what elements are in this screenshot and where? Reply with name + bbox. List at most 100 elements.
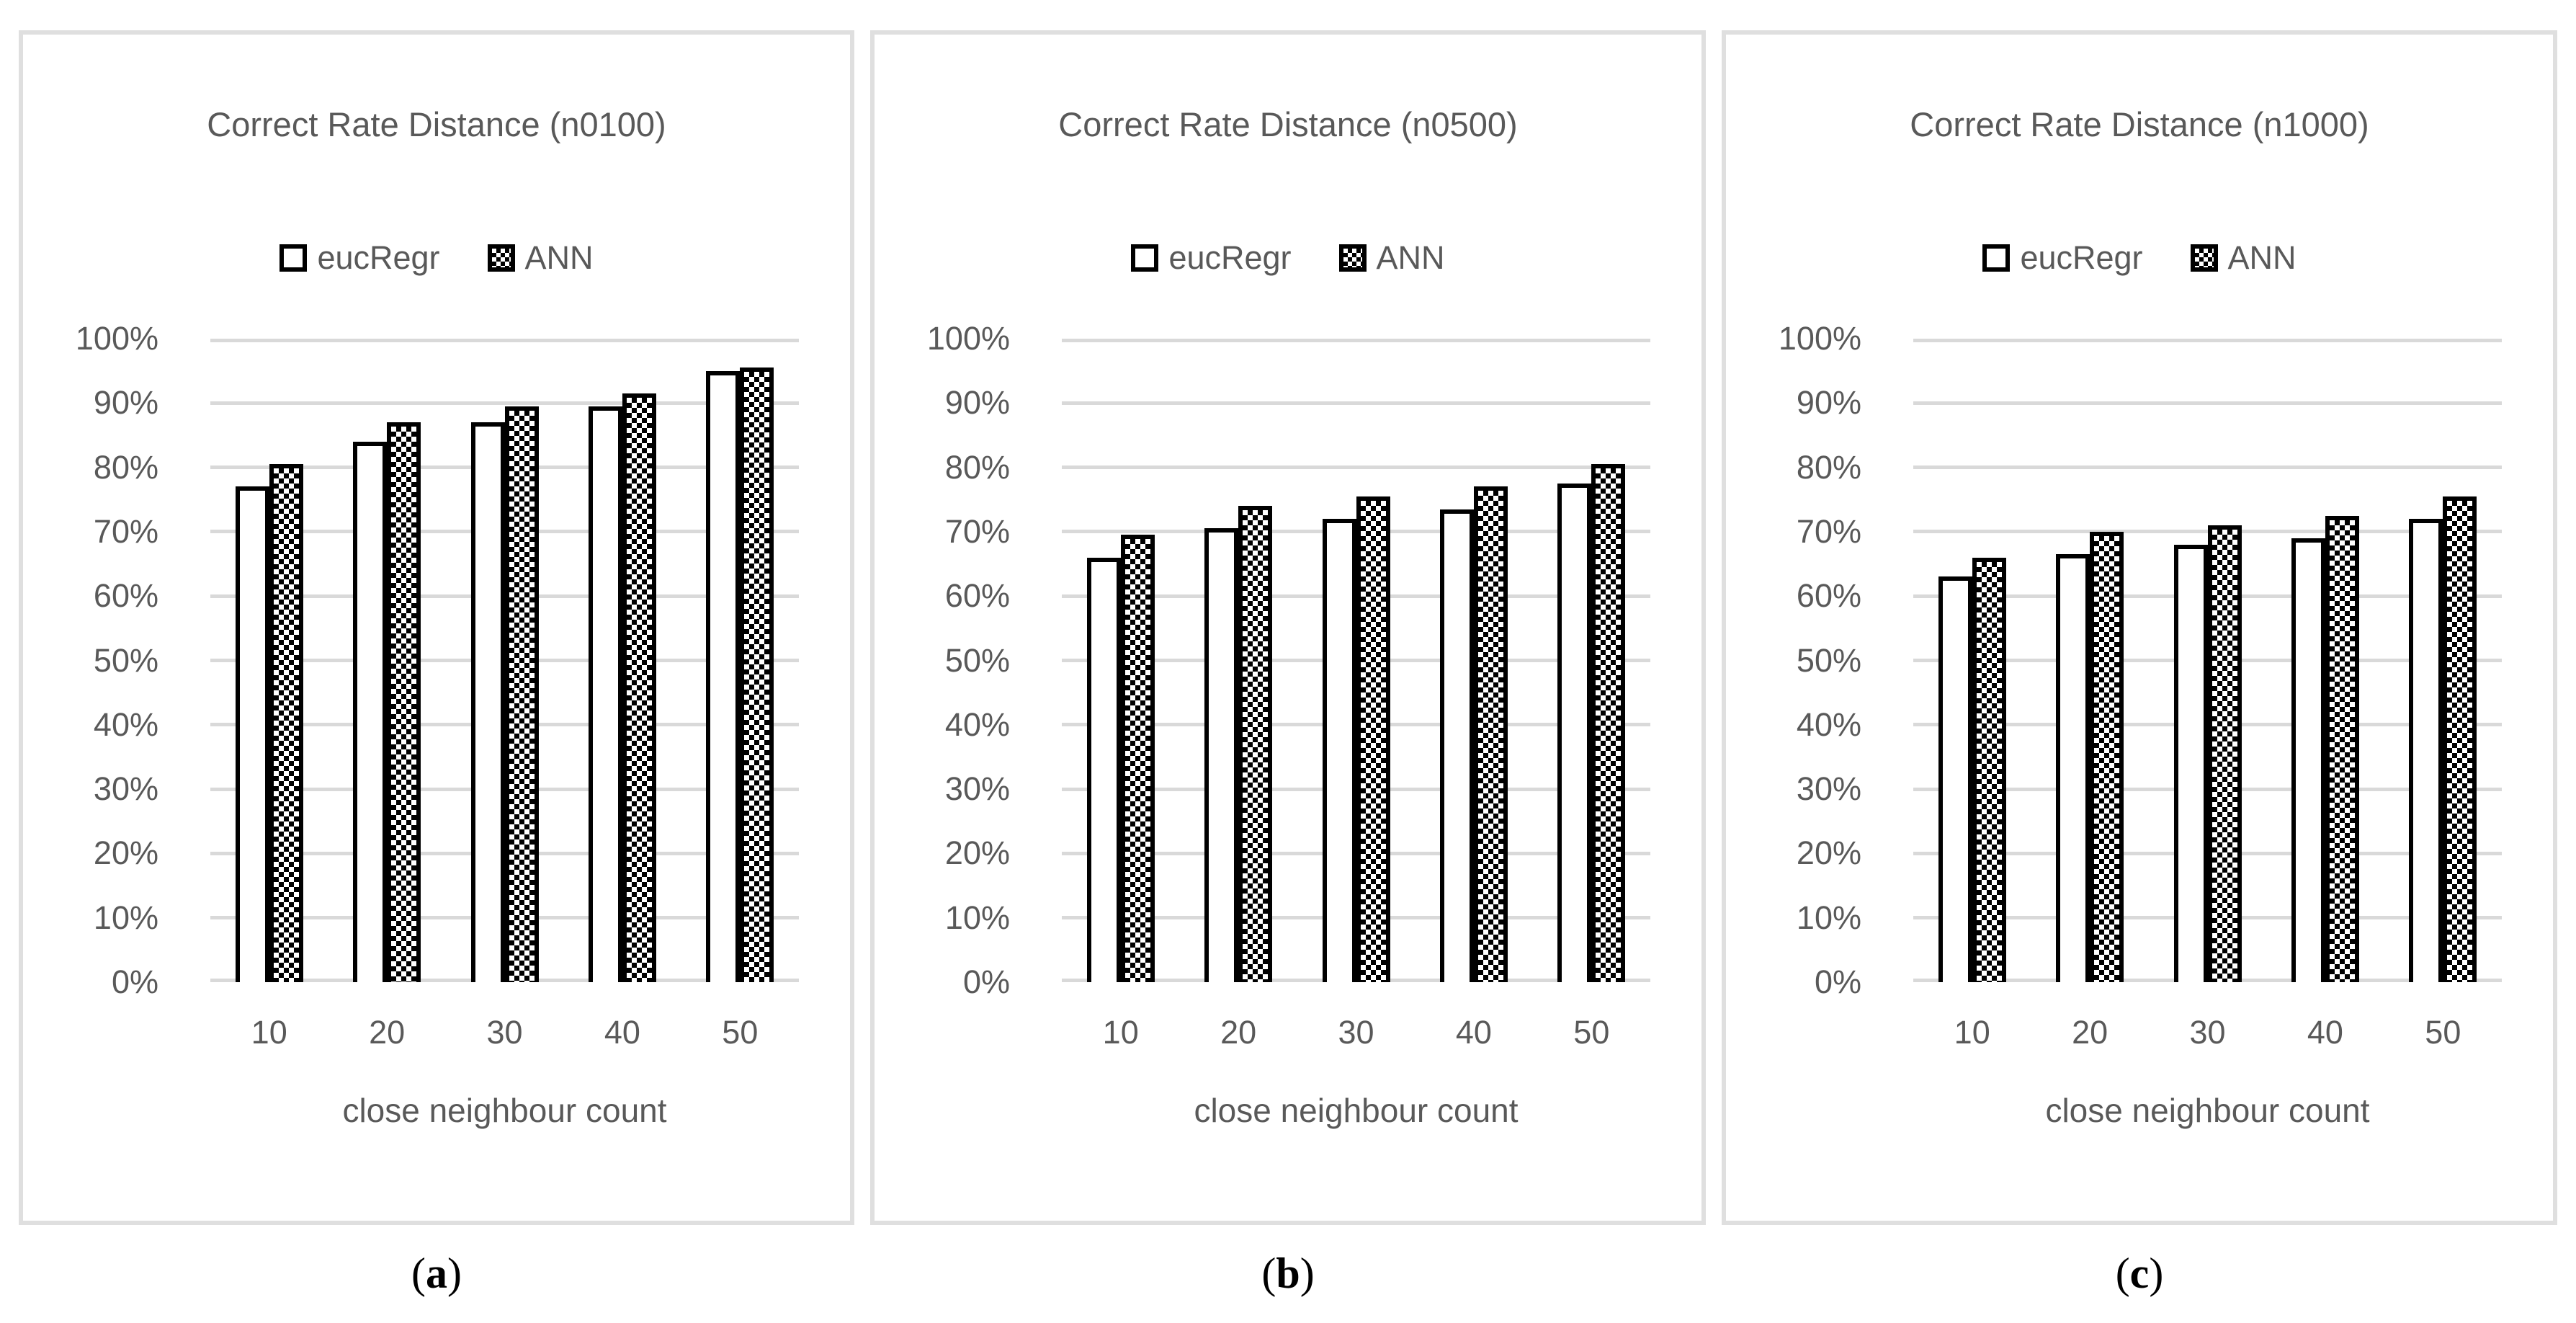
gridline: [1062, 401, 1650, 405]
caption-open: (: [411, 1250, 426, 1297]
bar-ann: [1591, 464, 1626, 982]
x-tick-label: 30: [486, 1014, 523, 1051]
legend-item-eucregr: eucRegr: [1131, 239, 1292, 277]
y-tick-label: 40%: [93, 705, 158, 743]
legend: eucRegr ANN: [23, 238, 850, 278]
ann-swatch-icon: [1338, 244, 1367, 272]
legend-label-ann: ANN: [2227, 239, 2297, 276]
caption-open: (: [2115, 1250, 2130, 1297]
bar-eucregr: [2173, 544, 2208, 982]
panel-caption-b: (b): [870, 1241, 1706, 1306]
y-tick-label: 30%: [93, 770, 158, 808]
bars-area: [210, 339, 799, 982]
gridline: [1913, 466, 2502, 470]
x-axis-title: close neighbour count: [1194, 1092, 1519, 1129]
bars-area: [1062, 339, 1650, 982]
legend-label-eucregr: eucRegr: [2020, 239, 2143, 276]
y-tick-label: 90%: [1796, 384, 1861, 422]
ann-swatch-icon: [2190, 244, 2218, 272]
legend-item-ann: ANN: [2190, 239, 2297, 277]
y-tick-label: 50%: [93, 641, 158, 679]
bar-eucregr: [1439, 509, 1474, 982]
x-tick-label: 20: [2072, 1014, 2108, 1051]
eucregr-swatch-icon: [1131, 244, 1159, 272]
y-tick-label: 60%: [93, 577, 158, 615]
legend-label-eucregr: eucRegr: [1168, 239, 1292, 276]
legend-item-eucregr: eucRegr: [1982, 239, 2143, 277]
x-axis-title: close neighbour count: [2045, 1092, 2370, 1129]
bar-eucregr: [1322, 519, 1356, 982]
eucregr-swatch-icon: [279, 244, 308, 272]
legend: eucRegr ANN: [1726, 238, 2553, 278]
x-tick-label: 40: [1455, 1014, 1492, 1051]
bar-ann: [740, 368, 774, 982]
bar-eucregr: [1086, 557, 1121, 982]
x-tick-label: 20: [1220, 1014, 1257, 1051]
chart-title: Correct Rate Distance (n0100): [207, 105, 666, 143]
bar-ann: [622, 393, 656, 982]
bar-eucregr: [2291, 538, 2325, 982]
plot-area: 0% 10% 20% 30% 40% 50% 60% 70% 80% 90% 100% 10 20 30…: [1726, 321, 2553, 1051]
bar-eucregr: [2409, 519, 2443, 982]
legend-label-ann: ANN: [524, 239, 594, 276]
gridline: [210, 339, 799, 342]
x-tick-label: 50: [2425, 1014, 2461, 1051]
caption-close: ): [2149, 1250, 2164, 1297]
plot-area: 0% 10% 20% 30% 40% 50% 60% 70% 80% 90% 100% 10 20 30…: [875, 321, 1701, 1051]
bar-ann: [2207, 525, 2242, 982]
legend-item-ann: ANN: [1338, 239, 1445, 277]
caption-letter: b: [1276, 1250, 1300, 1297]
legend-item-ann: ANN: [487, 239, 594, 277]
y-tick-label: 80%: [1796, 448, 1861, 486]
bar-eucregr: [1557, 483, 1592, 982]
y-tick-label: 70%: [944, 512, 1010, 550]
panel-caption-a: (a): [19, 1241, 854, 1306]
y-tick-label: 0%: [1814, 963, 1861, 1000]
gridline: [1913, 339, 2502, 342]
y-tick-label: 50%: [1796, 641, 1861, 679]
x-tick-label: 10: [1954, 1014, 1990, 1051]
y-tick-label: 0%: [111, 963, 158, 1000]
bar-eucregr: [470, 422, 505, 982]
caption-close: ): [447, 1250, 462, 1297]
legend-label-ann: ANN: [1376, 239, 1445, 276]
bar-ann: [2090, 531, 2124, 982]
y-tick-label: 20%: [944, 834, 1010, 872]
panel-caption-c: (c): [1722, 1241, 2557, 1306]
x-tick-label: 10: [1102, 1014, 1139, 1051]
bar-ann: [2325, 515, 2359, 982]
x-tick-label: 40: [2307, 1014, 2343, 1051]
bar-eucregr: [353, 441, 388, 982]
x-axis-ticks: 10 20 30 40 50: [1062, 1011, 1650, 1054]
y-tick-label: 40%: [944, 705, 1010, 743]
bar-eucregr: [1938, 576, 1972, 982]
y-tick-label: 60%: [1796, 577, 1861, 615]
y-tick-label: 40%: [1796, 705, 1861, 743]
y-tick-label: 60%: [944, 577, 1010, 615]
caption-letter: a: [426, 1250, 447, 1297]
x-axis-title: close neighbour count: [342, 1092, 667, 1129]
y-tick-label: 100%: [926, 320, 1010, 357]
bar-ann: [1473, 486, 1508, 982]
y-axis-ticks: 0% 10% 20% 30% 40% 50% 60% 70% 80% 90% 100%: [875, 321, 1010, 1000]
plot-area: 0% 10% 20% 30% 40% 50% 60% 70% 80% 90% 100% 10 20 30…: [23, 321, 850, 1051]
x-axis-ticks: 10 20 30 40 50: [1913, 1011, 2502, 1054]
x-tick-label: 30: [2189, 1014, 2226, 1051]
y-tick-label: 10%: [93, 899, 158, 936]
bar-ann: [1972, 557, 2006, 982]
x-tick-label: 30: [1338, 1014, 1374, 1051]
bar-eucregr: [2056, 554, 2090, 982]
y-tick-label: 0%: [962, 963, 1010, 1000]
y-axis-ticks: 0% 10% 20% 30% 40% 50% 60% 70% 80% 90% 100%: [23, 321, 158, 1000]
x-tick-label: 20: [369, 1014, 406, 1051]
chart-title: Correct Rate Distance (n1000): [1910, 105, 2369, 143]
eucregr-swatch-icon: [1982, 244, 2011, 272]
y-tick-label: 90%: [93, 384, 158, 422]
bar-ann: [2443, 496, 2477, 982]
legend: eucRegr ANN: [875, 238, 1701, 278]
y-tick-label: 70%: [1796, 512, 1861, 550]
caption-close: ): [1300, 1250, 1315, 1297]
bar-ann: [1120, 535, 1155, 982]
bar-ann: [269, 464, 303, 982]
